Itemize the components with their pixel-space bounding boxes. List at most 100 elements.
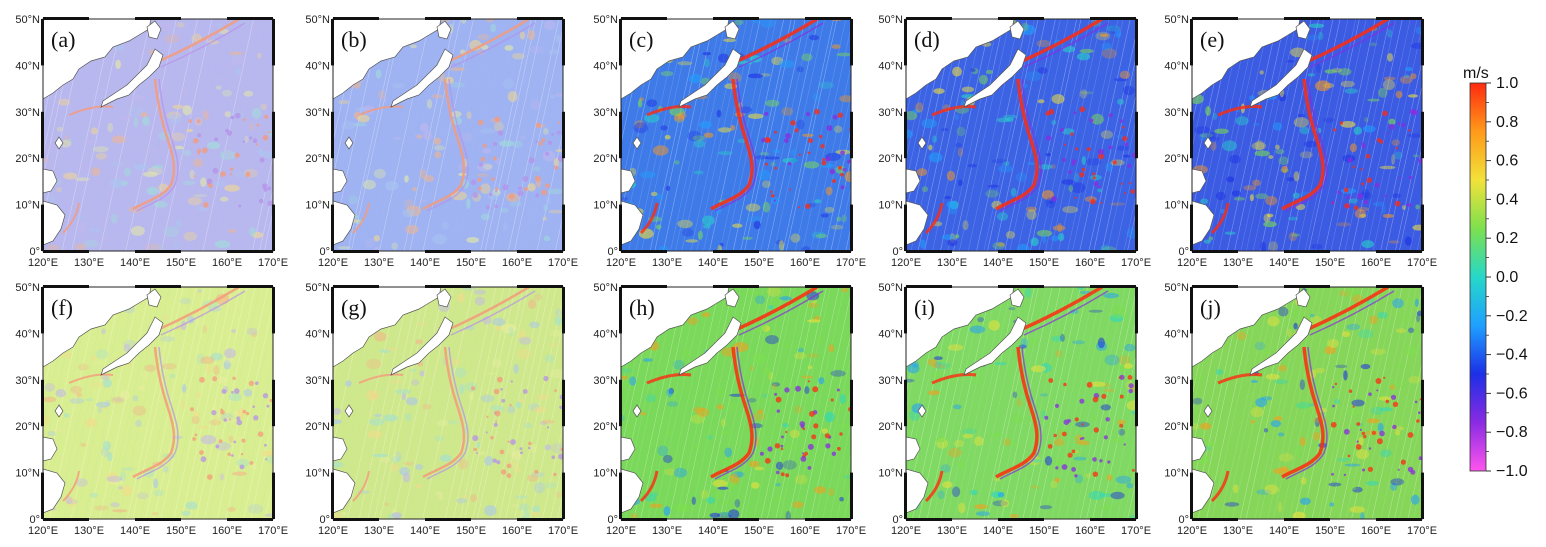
longitude-label: 130°E <box>74 257 104 269</box>
panel-label: (b) <box>341 27 367 52</box>
latitude-label: 30°N <box>305 375 330 387</box>
longitude-label: 160°E <box>1075 257 1105 269</box>
latitude-label: 30°N <box>15 107 40 119</box>
latitude-label: 30°N <box>15 375 40 387</box>
longitude-label: 170°E <box>548 525 578 537</box>
longitude-label: 140°E <box>410 257 440 269</box>
latitude-label: 20°N <box>1164 421 1189 433</box>
panel-label: (i) <box>914 295 935 320</box>
latitude-label: 10°N <box>305 200 330 212</box>
latitude-label: 30°N <box>593 107 618 119</box>
longitude-label: 170°E <box>258 525 288 537</box>
latitude-label: 0° <box>1178 514 1189 526</box>
longitude-label: 160°E <box>212 525 242 537</box>
latitude-label: 50°N <box>305 282 330 294</box>
latitude-label: 10°N <box>305 468 330 480</box>
longitude-label: 140°E <box>698 525 728 537</box>
map-panel: 50°N 40°N 30°N 20°N 10°N 0°120°E 130°E 140°E 150… <box>593 14 866 269</box>
map-panel: 50°N 40°N 30°N 20°N 10°N 0°120°E 130°E 140°E 150… <box>593 282 866 537</box>
longitude-label: 160°E <box>790 525 820 537</box>
latitude-label: 0° <box>29 246 40 258</box>
longitude-label: 130°E <box>937 525 967 537</box>
latitude-label: 40°N <box>1164 60 1189 72</box>
longitude-label: 120°E <box>28 525 58 537</box>
latitude-label: 20°N <box>878 153 903 165</box>
longitude-label: 170°E <box>836 257 866 269</box>
longitude-label: 160°E <box>1075 525 1105 537</box>
longitude-label: 170°E <box>1407 257 1437 269</box>
latitude-label: 50°N <box>593 14 618 26</box>
colorbar-tick-label: −0.8 <box>1496 424 1528 441</box>
colorbar: m/s 1.0 0.8 0.6 0.4 0.2 0.0 −0.2 −0.4 −0.6 −0.8 −1… <box>1463 65 1528 480</box>
latitude-label: 50°N <box>878 14 903 26</box>
longitude-label: 170°E <box>548 257 578 269</box>
latitude-label: 20°N <box>305 421 330 433</box>
longitude-label: 130°E <box>652 257 682 269</box>
longitude-label: 130°E <box>364 525 394 537</box>
longitude-label: 150°E <box>744 525 774 537</box>
longitude-label: 120°E <box>891 257 921 269</box>
latitude-label: 50°N <box>1164 282 1189 294</box>
latitude-label: 0° <box>892 246 903 258</box>
longitude-label: 160°E <box>790 257 820 269</box>
latitude-label: 50°N <box>1164 14 1189 26</box>
latitude-label: 0° <box>607 514 618 526</box>
panel-label: (j) <box>1200 295 1221 320</box>
map-panel: 50°N 40°N 30°N 20°N 10°N 0°120°E 130°E 140°E 150… <box>305 282 578 537</box>
latitude-label: 30°N <box>593 375 618 387</box>
latitude-label: 50°N <box>305 14 330 26</box>
longitude-label: 170°E <box>836 525 866 537</box>
latitude-label: 10°N <box>15 468 40 480</box>
longitude-label: 170°E <box>1121 257 1151 269</box>
latitude-label: 40°N <box>878 328 903 340</box>
colorbar-ticks: 1.0 0.8 0.6 0.4 0.2 0.0 −0.2 −0.4 −0.6 −0.8 −1.0 <box>1486 75 1528 480</box>
latitude-label: 0° <box>892 514 903 526</box>
colorbar-tick-label: −1.0 <box>1496 463 1528 480</box>
longitude-label: 140°E <box>410 525 440 537</box>
longitude-label: 150°E <box>744 257 774 269</box>
longitude-label: 170°E <box>258 257 288 269</box>
longitude-label: 150°E <box>166 525 196 537</box>
map-panel: 50°N 40°N 30°N 20°N 10°N 0°120°E 130°E 140°E 150… <box>305 14 578 269</box>
longitude-label: 150°E <box>1029 525 1059 537</box>
longitude-label: 160°E <box>1361 525 1391 537</box>
latitude-label: 30°N <box>878 375 903 387</box>
latitude-label: 10°N <box>15 200 40 212</box>
map-panel: 50°N 40°N 30°N 20°N 10°N 0°120°E 130°E 140°E 150… <box>15 14 288 269</box>
latitude-label: 0° <box>1178 246 1189 258</box>
longitude-label: 130°E <box>652 525 682 537</box>
panel-label: (h) <box>629 295 655 320</box>
panel-label: (a) <box>51 27 75 52</box>
colorbar-tick-label: 0.4 <box>1496 191 1518 208</box>
panel-label: (g) <box>341 295 367 320</box>
latitude-label: 10°N <box>1164 200 1189 212</box>
colorbar-gradient <box>1469 82 1487 472</box>
longitude-label: 140°E <box>120 257 150 269</box>
longitude-label: 140°E <box>698 257 728 269</box>
panel-label: (d) <box>914 27 940 52</box>
latitude-label: 10°N <box>878 200 903 212</box>
latitude-label: 0° <box>319 246 330 258</box>
latitude-label: 40°N <box>305 60 330 72</box>
longitude-label: 120°E <box>606 257 636 269</box>
colorbar-tick-label: 0.2 <box>1496 230 1518 247</box>
longitude-label: 120°E <box>1177 257 1207 269</box>
map-panel: 50°N 40°N 30°N 20°N 10°N 0°120°E 130°E 140°E 150… <box>878 14 1151 269</box>
colorbar-tick-label: −0.2 <box>1496 308 1528 325</box>
latitude-label: 40°N <box>1164 328 1189 340</box>
latitude-label: 20°N <box>15 421 40 433</box>
latitude-label: 40°N <box>878 60 903 72</box>
map-panel: 50°N 40°N 30°N 20°N 10°N 0°120°E 130°E 140°E 150… <box>15 282 288 537</box>
longitude-label: 170°E <box>1407 525 1437 537</box>
latitude-label: 0° <box>319 514 330 526</box>
longitude-label: 120°E <box>606 525 636 537</box>
latitude-label: 10°N <box>1164 468 1189 480</box>
latitude-label: 30°N <box>1164 375 1189 387</box>
latitude-label: 20°N <box>305 153 330 165</box>
longitude-label: 140°E <box>983 257 1013 269</box>
map-panel: 50°N 40°N 30°N 20°N 10°N 0°120°E 130°E 140°E 150… <box>1164 282 1437 537</box>
latitude-label: 50°N <box>15 282 40 294</box>
colorbar-tick-label: 0.0 <box>1496 269 1518 286</box>
colorbar-tick-label: 0.6 <box>1496 153 1518 170</box>
